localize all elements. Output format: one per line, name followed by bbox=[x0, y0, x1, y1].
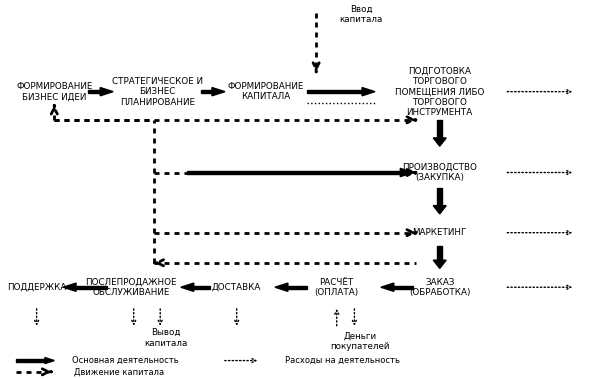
Polygon shape bbox=[400, 168, 413, 177]
Text: Движение капитала: Движение капитала bbox=[74, 367, 164, 376]
Text: СТРАТЕГИЧЕСКОЕ И
БИЗНЕС
ПЛАНИРОВАНИЕ: СТРАТЕГИЧЕСКОЕ И БИЗНЕС ПЛАНИРОВАНИЕ bbox=[112, 77, 203, 106]
Polygon shape bbox=[437, 246, 442, 260]
Polygon shape bbox=[16, 359, 45, 362]
Polygon shape bbox=[437, 120, 442, 138]
Text: Вывод
капитала: Вывод капитала bbox=[145, 328, 188, 348]
Polygon shape bbox=[181, 283, 194, 291]
Text: Деньги
покупателей: Деньги покупателей bbox=[331, 332, 390, 351]
Polygon shape bbox=[88, 90, 100, 93]
Polygon shape bbox=[381, 283, 394, 291]
Text: ДОСТАВКА: ДОСТАВКА bbox=[212, 283, 262, 292]
Text: ПОСЛЕПРОДАЖНОЕ
ОБСЛУЖИВАНИЕ: ПОСЛЕПРОДАЖНОЕ ОБСЛУЖИВАНИЕ bbox=[85, 277, 176, 297]
Polygon shape bbox=[433, 260, 446, 268]
Text: МАРКЕТИНГ: МАРКЕТИНГ bbox=[413, 228, 467, 237]
Polygon shape bbox=[362, 88, 375, 96]
Polygon shape bbox=[63, 283, 76, 291]
Polygon shape bbox=[433, 138, 446, 146]
Polygon shape bbox=[100, 88, 113, 96]
Polygon shape bbox=[187, 171, 400, 174]
Polygon shape bbox=[433, 206, 446, 214]
Polygon shape bbox=[394, 285, 413, 289]
Polygon shape bbox=[76, 285, 107, 289]
Text: ЗАКАЗ
(ОБРАБОТКА): ЗАКАЗ (ОБРАБОТКА) bbox=[409, 277, 470, 297]
Text: ФОРМИРОВАНИЕ
КАПИТАЛА: ФОРМИРОВАНИЕ КАПИТАЛА bbox=[228, 82, 304, 101]
Polygon shape bbox=[288, 285, 307, 289]
Text: РАСЧЁТ
(ОПЛАТА): РАСЧЁТ (ОПЛАТА) bbox=[314, 277, 359, 297]
Text: Основная деятельность: Основная деятельность bbox=[71, 356, 178, 365]
Polygon shape bbox=[45, 357, 54, 363]
Polygon shape bbox=[202, 90, 212, 93]
Polygon shape bbox=[307, 90, 362, 93]
Text: ПОДДЕРЖКА: ПОДДЕРЖКА bbox=[7, 283, 67, 292]
Text: Ввод
капитала: Ввод капитала bbox=[340, 5, 383, 24]
Text: ПОДГОТОВКА
ТОРГОВОГО
ПОМЕЩЕНИЯ ЛИБО
ТОРГОВОГО
ИНСТРУМЕНТА: ПОДГОТОВКА ТОРГОВОГО ПОМЕЩЕНИЯ ЛИБО ТОРГ… bbox=[395, 66, 484, 117]
Polygon shape bbox=[194, 285, 210, 289]
Polygon shape bbox=[437, 188, 442, 206]
Polygon shape bbox=[275, 283, 288, 291]
Text: Расходы на деятельность: Расходы на деятельность bbox=[285, 356, 400, 365]
Text: ПРОИЗВОДСТВО
(ЗАКУПКА): ПРОИЗВОДСТВО (ЗАКУПКА) bbox=[402, 163, 477, 182]
Text: ФОРМИРОВАНИЕ
БИЗНЕС ИДЕИ: ФОРМИРОВАНИЕ БИЗНЕС ИДЕИ bbox=[16, 82, 92, 101]
Polygon shape bbox=[212, 88, 225, 96]
